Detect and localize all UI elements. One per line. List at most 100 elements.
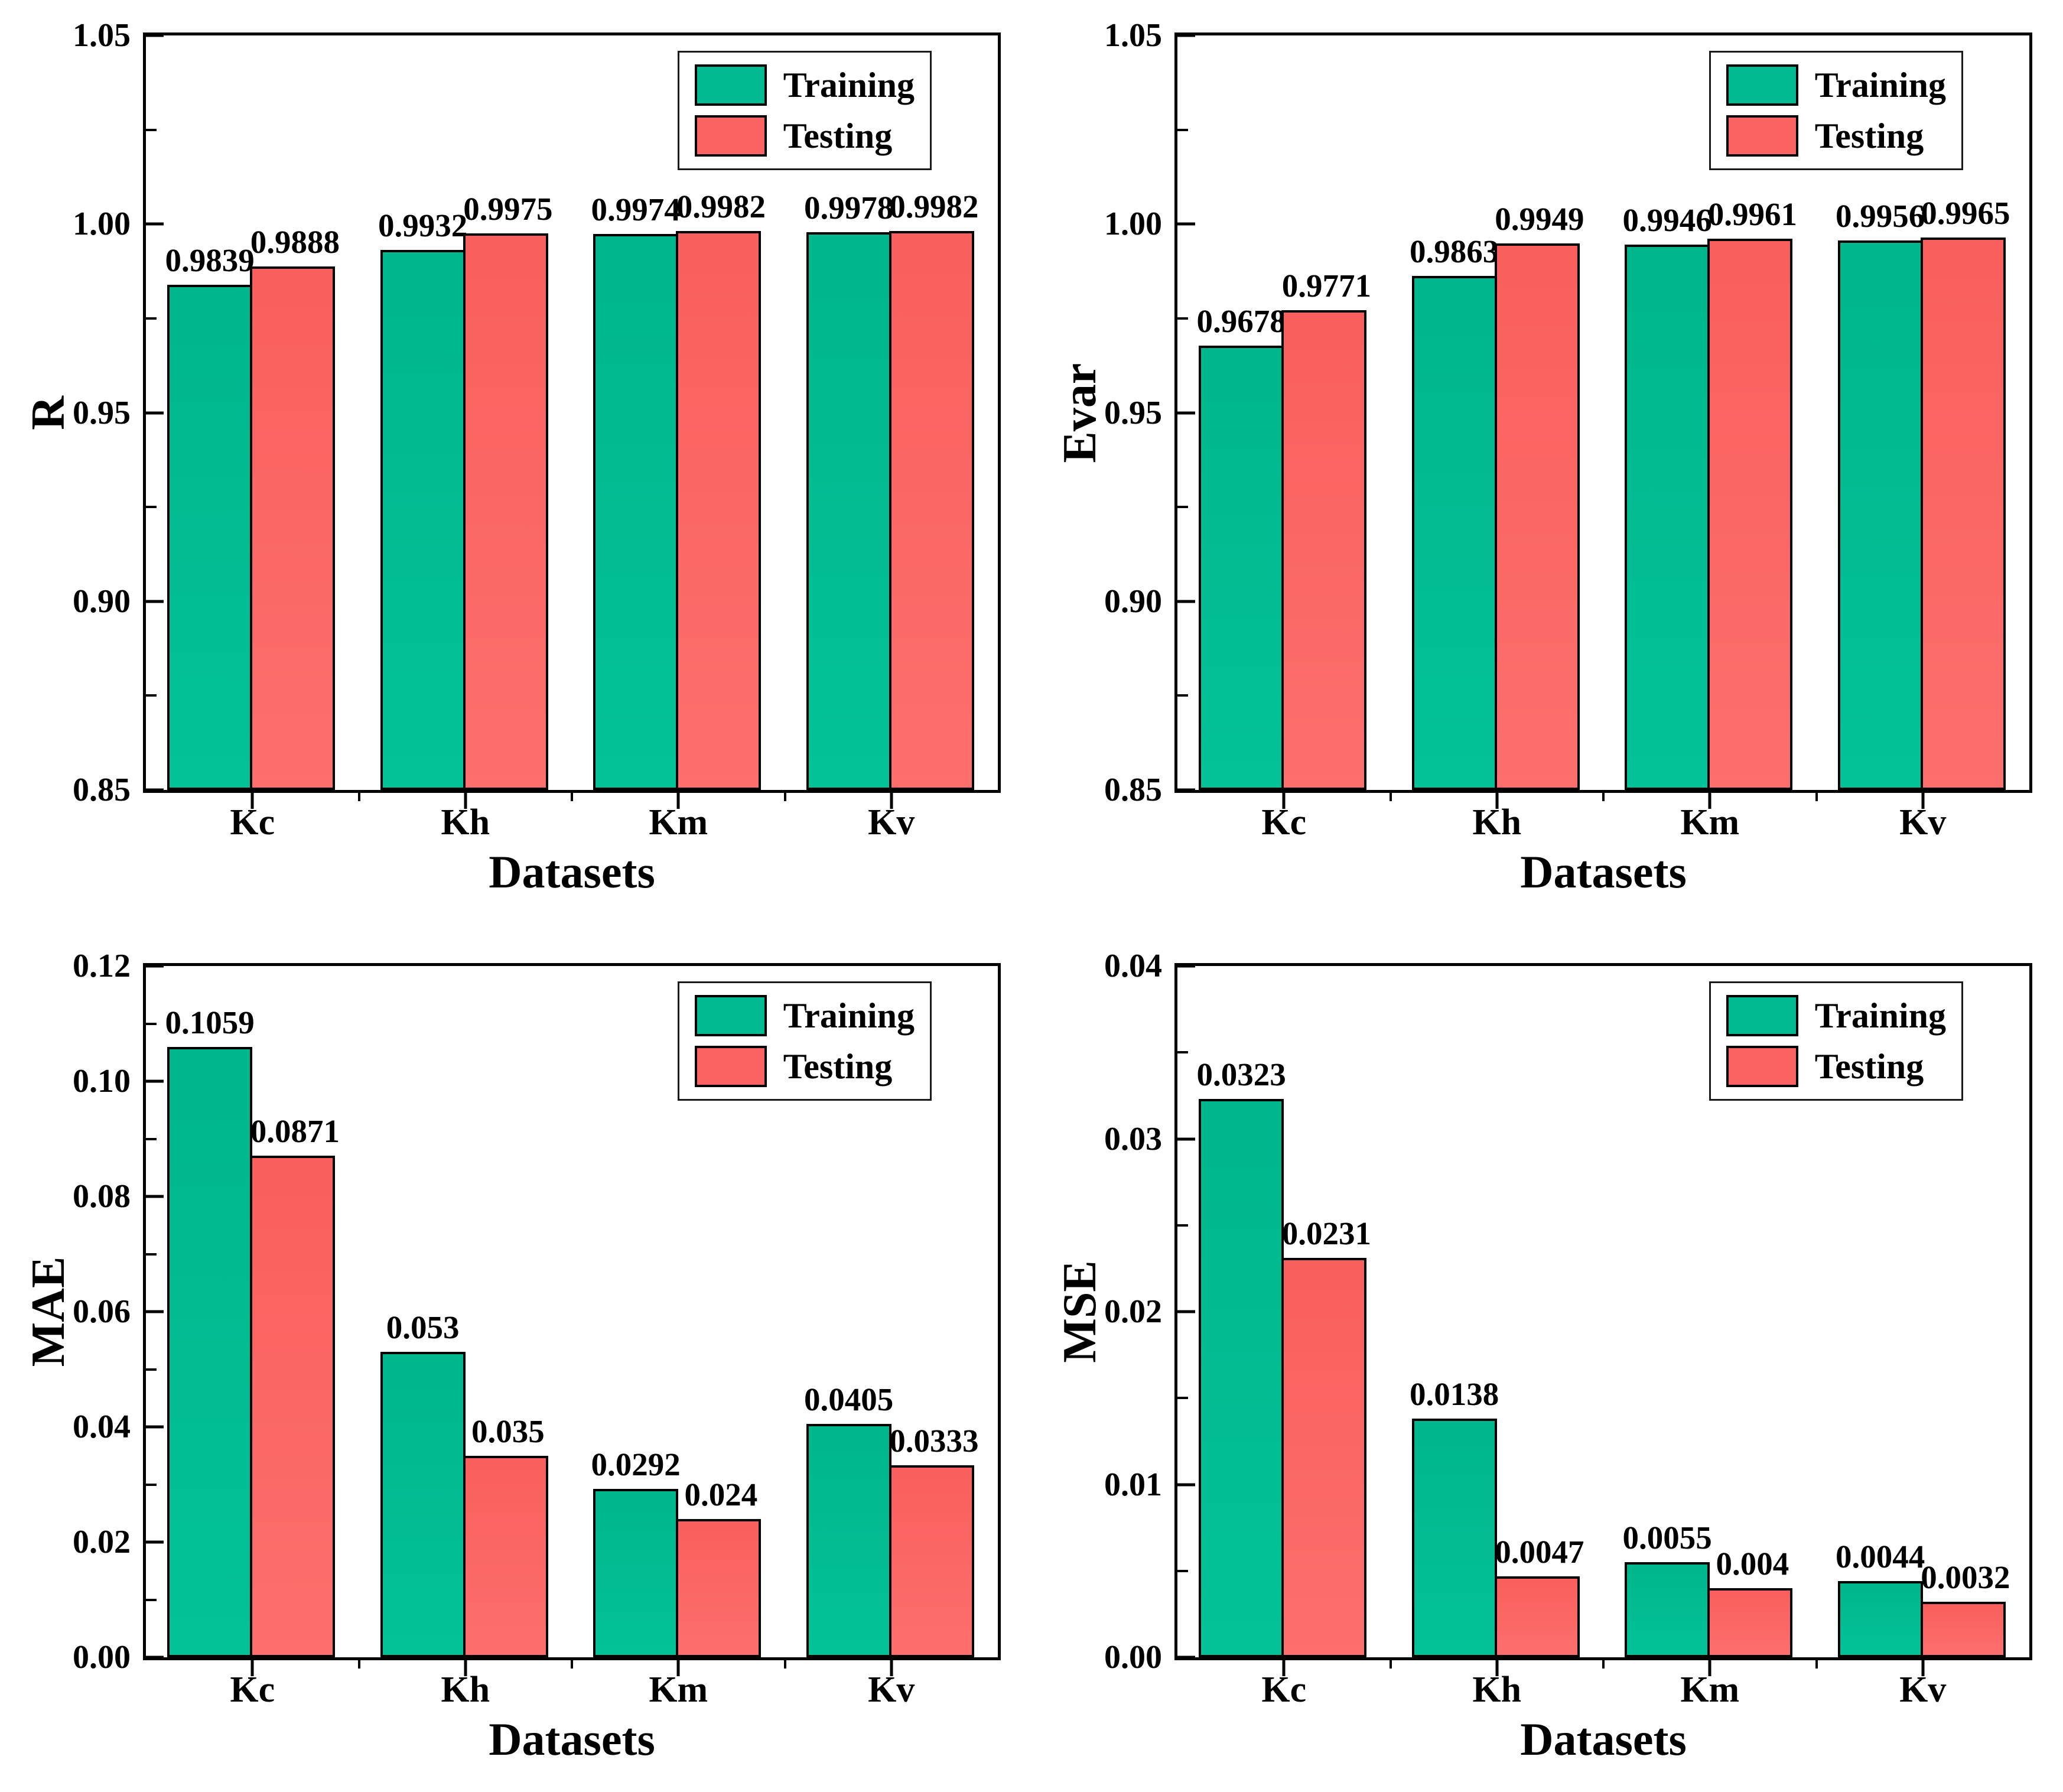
y-major-tick: [146, 1656, 164, 1659]
bar-training-Kv: [806, 232, 891, 790]
bar-value-label: 0.053: [386, 1309, 460, 1346]
y-axis-title: Evar: [1054, 363, 1106, 463]
bar-training-Kc: [167, 285, 253, 790]
bar-value-label: 0.9982: [676, 188, 766, 225]
legend-swatch-training: [1726, 995, 1798, 1036]
x-major-tick: [1495, 790, 1499, 809]
y-tick-label: 0.02: [73, 1524, 131, 1560]
y-tick-label: 1.00: [73, 206, 131, 243]
bar-training-Kh: [380, 1352, 466, 1657]
x-category-label-Kh: Kh: [1472, 802, 1522, 843]
bar-value-label: 0.0292: [591, 1446, 681, 1483]
y-minor-tick: [1177, 1224, 1188, 1227]
y-minor-tick: [146, 1253, 157, 1256]
bar-testing-Kv: [889, 230, 974, 790]
x-axis-title: Datasets: [489, 1713, 655, 1765]
chart-r: R 0.85 0.90 0.95 1.00 1.05 0.9839 0.9932 0.9974 0…: [0, 0, 1032, 896]
bar-value-label: 0.9771: [1281, 268, 1371, 304]
y-minor-tick: [146, 1022, 157, 1025]
bar-training-Kh: [380, 249, 466, 790]
y-minor-tick: [146, 1368, 157, 1371]
bar-value-label: 0.9839: [165, 242, 255, 279]
legend-label-training: Training: [783, 66, 915, 105]
bar-testing-Kc: [1281, 310, 1367, 790]
bar-testing-Kc: [250, 1155, 336, 1657]
bar-testing-Kc: [1281, 1258, 1367, 1657]
x-minor-tick: [1815, 790, 1818, 801]
y-axis-title: MAE: [22, 1256, 74, 1367]
bar-testing-Kh: [1494, 1576, 1580, 1657]
x-minor-tick: [1602, 1657, 1605, 1669]
bar-training-Km: [1625, 1562, 1710, 1657]
x-axis-title: Datasets: [1520, 1713, 1687, 1765]
x-major-tick: [676, 790, 680, 809]
legend-swatch-training: [694, 995, 767, 1036]
x-major-tick: [464, 790, 467, 809]
bar-value-label: 0.9965: [1921, 194, 2010, 231]
y-tick-label: 0.90: [1104, 583, 1162, 620]
bar-value-label: 0.0032: [1921, 1559, 2010, 1596]
x-major-tick: [1282, 1657, 1286, 1676]
y-minor-tick: [146, 128, 157, 131]
y-minor-tick: [146, 317, 157, 320]
y-minor-tick: [146, 1137, 157, 1140]
y-major-tick: [146, 788, 164, 792]
y-minor-tick: [1177, 1569, 1188, 1572]
y-major-tick: [1177, 1656, 1195, 1659]
x-axis-title: Datasets: [1520, 846, 1687, 897]
y-major-tick: [146, 964, 164, 968]
y-axis-title: R: [22, 395, 74, 430]
legend-label-testing: Testing: [1814, 1047, 1924, 1086]
bar-testing-Kv: [1920, 237, 2006, 790]
x-category-label-Kv: Kv: [868, 1670, 915, 1710]
y-tick-label: 0.04: [1104, 948, 1162, 984]
y-major-tick: [146, 222, 164, 226]
bar-training-Kh: [1411, 1419, 1497, 1657]
x-minor-tick: [1815, 1657, 1818, 1669]
plot-area: 0.00 0.02 0.04 0.06 0.08 0.10 0.12 0.1059 0.053 0…: [73, 949, 1001, 1762]
bar-value-label: 0.9863: [1410, 233, 1499, 269]
y-tick-label: 0.12: [73, 948, 131, 984]
x-category-label-Kv: Kv: [1899, 1670, 1947, 1710]
legend-label-training: Training: [1814, 66, 1946, 105]
y-tick-label: 0.06: [73, 1293, 131, 1330]
bar-value-label: 0.9949: [1495, 200, 1584, 237]
legend-item-training: Training: [694, 995, 915, 1036]
x-minor-tick: [571, 1657, 573, 1669]
y-tick-label: 1.05: [1104, 17, 1162, 54]
x-category-label-Km: Km: [1680, 802, 1740, 843]
legend-item-testing: Testing: [1726, 1046, 1946, 1087]
bar-training-Kc: [167, 1047, 253, 1657]
y-tick-label: 1.00: [1104, 206, 1162, 243]
x-major-tick: [1708, 790, 1711, 809]
x-minor-tick: [1602, 790, 1605, 801]
bar-testing-Kv: [1920, 1602, 2006, 1657]
bar-value-label: 0.0047: [1495, 1533, 1584, 1570]
y-minor-tick: [146, 506, 157, 509]
bar-value-label: 0.1059: [165, 1004, 255, 1041]
x-category-label-Km: Km: [1680, 1670, 1740, 1710]
bar-value-label: 0.004: [1716, 1546, 1789, 1582]
bar-value-label: 0.9888: [250, 223, 340, 260]
y-tick-label: 0.02: [1104, 1293, 1162, 1330]
x-major-tick: [1495, 1657, 1499, 1676]
y-axis-title: MSE: [1054, 1260, 1106, 1363]
bar-value-label: 0.9932: [378, 207, 468, 243]
x-category-label-Kh: Kh: [441, 802, 490, 843]
bar-value-label: 0.9946: [1622, 201, 1712, 238]
bar-testing-Kv: [889, 1465, 974, 1657]
legend-item-training: Training: [694, 64, 915, 106]
y-major-tick: [1177, 1310, 1195, 1313]
legend-swatch-testing: [694, 115, 767, 157]
bar-testing-Km: [1707, 239, 1793, 790]
bar-training-Kh: [1411, 275, 1497, 790]
y-tick-label: 0.04: [73, 1409, 131, 1445]
y-major-tick: [146, 34, 164, 37]
bar-value-label: 0.0044: [1836, 1539, 1925, 1575]
bar-value-label: 0.9961: [1707, 196, 1797, 233]
x-major-tick: [250, 1657, 254, 1676]
bar-value-label: 0.9678: [1196, 303, 1286, 339]
y-tick-label: 0.95: [73, 394, 131, 431]
x-category-label-Kh: Kh: [1472, 1670, 1522, 1710]
legend-swatch-testing: [1726, 115, 1798, 157]
